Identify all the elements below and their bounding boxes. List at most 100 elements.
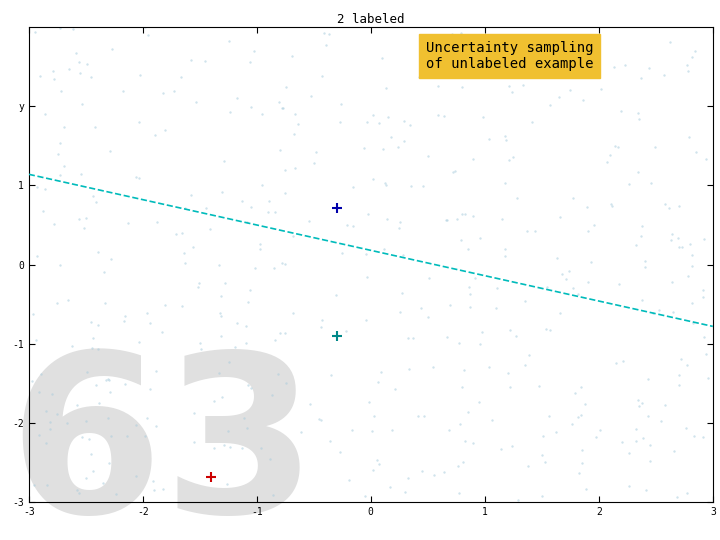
Point [361, 273, 372, 281]
Point [85, 449, 96, 458]
Point [86, 318, 97, 326]
Point [467, 154, 479, 163]
Point [418, 182, 429, 191]
Point [216, 188, 228, 197]
Point [606, 200, 617, 208]
Point [517, 81, 528, 90]
Point [393, 224, 405, 233]
Point [263, 197, 274, 206]
Point [459, 366, 470, 374]
Point [241, 424, 253, 433]
Point [267, 491, 279, 500]
Point [276, 104, 288, 112]
Point [254, 240, 266, 248]
Point [664, 37, 675, 46]
Point [455, 235, 467, 244]
Point [255, 443, 266, 452]
Point [413, 73, 425, 82]
Point [379, 179, 390, 187]
Point [280, 378, 292, 387]
Point [541, 283, 553, 292]
Point [92, 345, 104, 353]
Point [550, 72, 562, 80]
Point [701, 350, 712, 359]
Point [523, 351, 535, 360]
Point [71, 400, 83, 409]
Point [168, 86, 180, 95]
Point [590, 433, 601, 442]
Point [88, 192, 99, 200]
Point [280, 83, 292, 91]
Point [347, 222, 359, 231]
Point [395, 307, 406, 316]
Point [673, 370, 685, 379]
Point [456, 83, 468, 91]
Point [462, 245, 474, 253]
Point [66, 342, 78, 350]
Point [520, 361, 531, 369]
Point [399, 487, 410, 496]
Point [676, 242, 688, 251]
Point [640, 485, 652, 494]
Point [534, 381, 545, 390]
Point [405, 182, 416, 191]
Point [54, 24, 66, 33]
Point [90, 380, 102, 389]
Point [682, 67, 693, 76]
Point [491, 284, 503, 293]
Point [503, 156, 515, 164]
Point [51, 409, 63, 418]
Point [540, 325, 552, 333]
Point [428, 471, 440, 480]
Point [130, 421, 141, 429]
Point [296, 427, 307, 436]
Point [292, 120, 303, 129]
Point [156, 327, 168, 336]
Point [464, 289, 476, 298]
Point [636, 222, 648, 231]
Point [214, 261, 225, 269]
Point [87, 466, 99, 475]
Point [102, 414, 114, 423]
Point [73, 489, 84, 498]
Point [634, 115, 645, 124]
Point [119, 380, 130, 388]
Point [642, 375, 654, 383]
Point [433, 111, 444, 120]
Point [331, 203, 343, 212]
Point [87, 334, 99, 342]
Point [336, 249, 348, 258]
Point [504, 383, 516, 391]
Point [630, 240, 642, 249]
Point [534, 39, 545, 48]
Point [638, 434, 649, 443]
Point [76, 433, 88, 442]
Point [366, 427, 377, 435]
Point [148, 485, 160, 494]
Point [673, 201, 685, 210]
Point [187, 242, 199, 251]
Point [48, 66, 59, 75]
Text: 63: 63 [9, 345, 318, 540]
Point [686, 53, 698, 62]
Point [402, 474, 413, 482]
Point [434, 46, 446, 55]
Point [179, 259, 191, 267]
Point [577, 446, 588, 454]
Point [279, 329, 291, 338]
Point [213, 369, 225, 377]
Point [690, 46, 701, 55]
Point [373, 460, 384, 468]
Point [269, 335, 281, 344]
Point [76, 170, 87, 178]
Point [642, 411, 654, 420]
Point [444, 301, 456, 309]
Point [81, 59, 93, 68]
Point [176, 302, 188, 311]
Point [407, 334, 418, 342]
Point [564, 85, 576, 94]
Point [451, 215, 463, 224]
Point [244, 58, 256, 66]
Point [422, 313, 433, 321]
Point [415, 303, 427, 312]
